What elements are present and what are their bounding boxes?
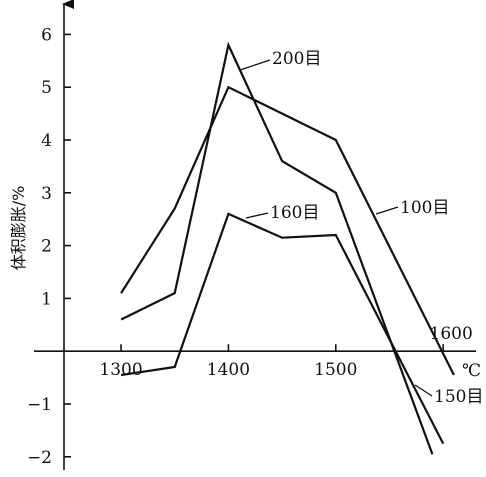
annotation-leader [239,59,271,71]
x-tick-label: 1600 [430,324,473,344]
y-tick-label: −2 [27,448,52,468]
y-tick-label: −1 [27,395,52,415]
y-tick-label: 1 [41,289,52,309]
annotation-leader [375,206,399,215]
y-tick-label: 6 [41,25,52,45]
annotation-leader [245,212,269,219]
series-line-1 [120,85,455,376]
series-annotation-label: 160目 [270,203,319,223]
series-annotation-label: 200目 [272,49,321,69]
y-ticks: −2 −1 1 2 3 4 5 6 [27,25,71,468]
x-axis-unit: ℃ [462,361,481,381]
annotation-leader [414,384,433,397]
y-tick-label: 3 [41,184,52,204]
y-tick-label: 4 [41,131,52,151]
series-line-3 [120,41,434,455]
x-ticks: 1300 1400 1500 1600 [99,324,472,380]
y-tick-label: 5 [41,78,52,98]
series-line-2 [120,212,445,445]
x-tick-label: 1500 [314,360,357,380]
series-annotation-label: 100目 [400,198,449,218]
annotations: 200目 160目 100目 150目 [239,49,483,407]
y-tick-label: 2 [41,237,52,257]
y-axis-title: 体积膨胀/% [9,186,28,271]
x-tick-label: 1300 [99,360,142,380]
series-annotation-label: 150目 [434,387,483,407]
x-tick-label: 1400 [207,360,250,380]
series-lines [120,41,455,455]
